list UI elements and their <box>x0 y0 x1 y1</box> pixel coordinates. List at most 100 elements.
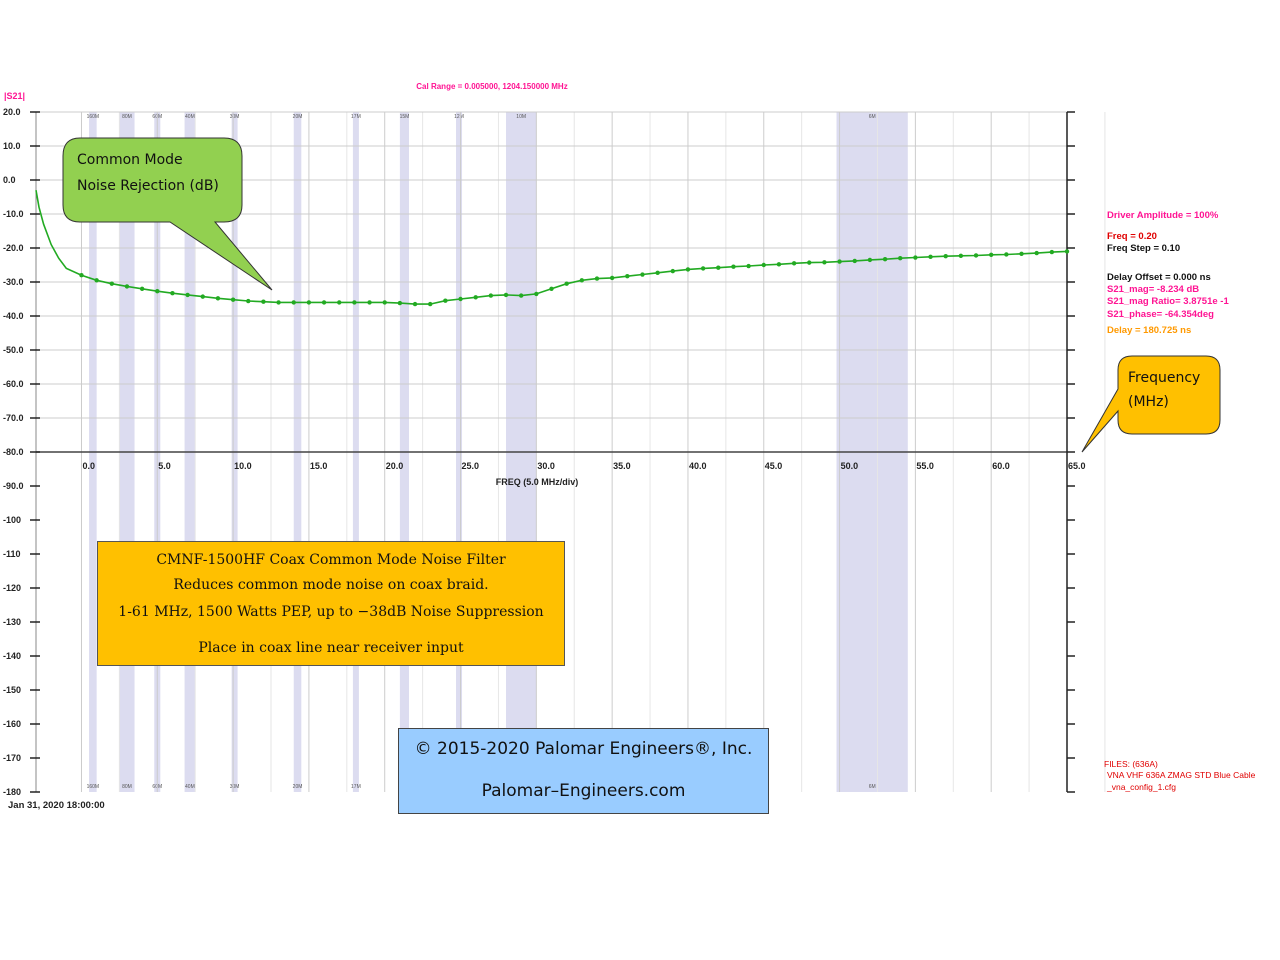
band-label-top-40M: 40M <box>185 114 195 120</box>
filter-info-box: CMNF-1500HF Coax Common Mode Noise Filte… <box>97 541 565 666</box>
x-tick-label-12: 60.0 <box>992 461 1010 471</box>
timestamp: Jan 31, 2020 18:00:00 <box>8 800 105 811</box>
website-link[interactable]: Palomar–Engineers.com <box>481 781 686 801</box>
y-tick-label-12: -100 <box>3 515 21 525</box>
band-label-top-80M: 80M <box>122 114 132 120</box>
y-tick-label-0: 20.0 <box>3 107 21 117</box>
freq-step-readout: Freq Step = 0.10 <box>1107 243 1181 254</box>
band-label-bottom-17M: 17M <box>351 784 361 790</box>
trace-point-37 <box>549 286 554 291</box>
delay-readout: Delay = 180.725 ns <box>1107 325 1192 336</box>
trace-point-55 <box>822 260 827 265</box>
trace-point-35 <box>518 293 524 298</box>
trace-point-56 <box>837 259 842 264</box>
y-tick-label-16: -140 <box>3 651 21 661</box>
x-tick-label-9: 45.0 <box>765 461 783 471</box>
band-label-top-12M: 12M <box>454 114 464 120</box>
y-tick-label-14: -120 <box>3 583 21 593</box>
trace-point-15 <box>215 296 221 301</box>
s21-mag-readout: S21_mag= -8.234 dB <box>1107 284 1200 295</box>
trace-point-40 <box>594 276 600 281</box>
band-label-top-17M: 17M <box>351 114 361 120</box>
y-tick-label-20: -180 <box>3 787 21 797</box>
y-tick-label-2: 0.0 <box>3 175 16 185</box>
trace-point-62 <box>928 254 933 260</box>
x-tick-label-1: 5.0 <box>158 461 171 471</box>
frequency-label-2: (MHz) <box>1128 394 1169 410</box>
trace-point-7 <box>94 278 99 283</box>
files-line-1: FILES: (636A) <box>1104 759 1158 769</box>
trace-point-36 <box>534 291 539 297</box>
filter-line-3: 1-61 MHz, 1500 Watts PEP, up to −38dB No… <box>118 604 544 620</box>
files-line-3: _vna_config_1.cfg <box>1107 782 1176 792</box>
trace-point-14 <box>200 294 205 299</box>
axis-layer: 0.0 5.0 10.0 15.0 20.0 25.0 30.0 35.0 40.0 45.0 50… <box>3 107 1086 797</box>
band-label-bottom-160M: 160M <box>87 784 100 790</box>
trace-point-71 <box>1064 249 1070 254</box>
trace-point-9 <box>124 284 130 289</box>
band-label-top-160M: 160M <box>87 114 100 120</box>
y-tick-label-15: -130 <box>3 617 21 627</box>
y-tick-label-5: -30.0 <box>3 277 24 287</box>
filter-line-1: CMNF-1500HF Coax Common Mode Noise Filte… <box>156 552 506 568</box>
trace-point-64 <box>958 253 964 259</box>
trace-point-11 <box>155 288 160 294</box>
trace-layer <box>35 190 1070 307</box>
trace-point-25 <box>367 300 372 305</box>
trace-point-66 <box>988 252 994 257</box>
trace-point-47 <box>700 266 706 271</box>
trace-point-53 <box>791 261 797 266</box>
trace-point-6 <box>79 273 84 278</box>
trace-point-48 <box>716 265 721 270</box>
x-tick-label-8: 40.0 <box>689 461 707 471</box>
trace-point-29 <box>428 301 433 307</box>
trace-point-20 <box>291 300 296 305</box>
x-tick-label-0: 0.0 <box>82 461 95 471</box>
trace-point-31 <box>458 296 463 302</box>
trace-point-27 <box>397 300 403 306</box>
trace-point-52 <box>776 262 782 267</box>
trace-point-19 <box>276 300 281 305</box>
y-tick-label-11: -90.0 <box>3 481 24 491</box>
band-label-bottom-6M: 6M <box>869 784 876 790</box>
band-label-top-20M: 20M <box>293 114 303 120</box>
trace-point-17 <box>246 298 251 304</box>
copyright-line: © 2015-2020 Palomar Engineers®, Inc. <box>414 739 753 759</box>
trace-point-45 <box>670 268 675 274</box>
trace-point-33 <box>488 293 494 298</box>
trace-point-46 <box>685 267 691 272</box>
grid-layer <box>35 111 1106 792</box>
trace-point-12 <box>170 291 175 296</box>
y-tick-label-13: -110 <box>3 549 21 559</box>
y-tick-label-9: -70.0 <box>3 413 24 423</box>
trace-point-10 <box>139 286 145 291</box>
band-label-bottom-20M: 20M <box>293 784 303 790</box>
trace-point-28 <box>412 301 418 307</box>
band-label-top-6M: 6M <box>869 114 876 120</box>
trace-point-23 <box>337 300 342 305</box>
band-label-bottom-40M: 40M <box>185 784 195 790</box>
trace-point-44 <box>655 270 660 276</box>
trace-point-18 <box>261 299 266 304</box>
trace-point-67 <box>1004 252 1009 257</box>
trace-point-22 <box>321 300 327 305</box>
s21-phase-readout: S21_phase= -64.354deg <box>1107 309 1214 320</box>
trace-point-41 <box>609 275 615 281</box>
trace-point-43 <box>640 272 645 277</box>
filter-line-2: Reduces common mode noise on coax braid. <box>173 577 489 593</box>
trace-point-24 <box>352 300 357 305</box>
trace-point-26 <box>382 300 387 305</box>
copyright-box: © 2015-2020 Palomar Engineers®, Inc. Pal… <box>398 728 769 814</box>
trace-point-34 <box>503 292 509 298</box>
y-tick-label-6: -40.0 <box>3 311 24 321</box>
trace-point-16 <box>230 297 236 302</box>
trace-point-57 <box>852 258 857 264</box>
trace-point-38 <box>564 281 569 286</box>
s21-axis-label: |S21| <box>4 91 25 101</box>
x-tick-label-13: 65.0 <box>1068 461 1086 471</box>
trace-point-39 <box>579 278 585 283</box>
delay-offset-readout: Delay Offset = 0.000 ns <box>1107 272 1211 283</box>
trace-point-42 <box>625 274 630 279</box>
x-tick-label-3: 15.0 <box>310 461 328 471</box>
frequency-label-1: Frequency <box>1128 370 1200 386</box>
